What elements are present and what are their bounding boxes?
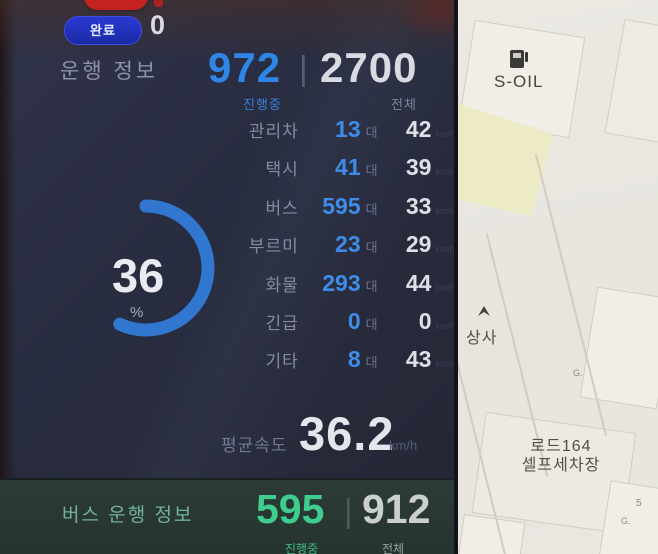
count-unit: 대 bbox=[365, 240, 378, 256]
count-unit: 대 bbox=[365, 163, 378, 179]
bus-operation-section: 버스 운행 정보 595 | 912 진행중 전체 bbox=[0, 478, 454, 554]
table-row: 부르미 23 대 29 km/h bbox=[203, 231, 455, 269]
map-canvas[interactable]: S-OIL 상사 로드164 셀프세차장 G. 5 G. bbox=[458, 0, 658, 554]
count-unit: 대 bbox=[365, 278, 378, 294]
map-tiny-label: G. bbox=[573, 368, 583, 378]
vehicle-speed: 29 bbox=[405, 231, 432, 258]
gauge-arc-icon bbox=[113, 199, 215, 337]
vehicle-speed: 44 bbox=[405, 269, 432, 296]
company-marker-icon bbox=[478, 306, 490, 316]
count-unit: 대 bbox=[365, 201, 378, 217]
gas-station-icon bbox=[510, 50, 528, 68]
divider: | bbox=[299, 50, 309, 88]
done-count: 0 bbox=[150, 10, 166, 40]
speed-unit: km/h bbox=[435, 205, 455, 216]
vehicle-speed: 0 bbox=[418, 307, 432, 334]
poi-company: 상사 bbox=[466, 330, 498, 347]
table-row: 관리차 13 대 42 km/h bbox=[203, 116, 455, 154]
vehicle-count: 0 bbox=[347, 307, 361, 334]
vehicle-speed: 39 bbox=[405, 154, 432, 181]
vehicle-type-label: 화물 bbox=[265, 275, 299, 295]
vehicle-stats-table: 관리차 13 대 42 km/h 택시 41 대 39 km/h 버스 595 … bbox=[203, 116, 455, 385]
table-row: 화물 293 대 44 km/h bbox=[203, 270, 455, 308]
speed-unit: km/h bbox=[435, 359, 455, 370]
vehicle-count: 293 bbox=[322, 269, 361, 296]
operation-in-progress-count: 972 bbox=[208, 44, 282, 91]
operation-info-title: 운행 정보 bbox=[60, 60, 159, 83]
vehicle-type-label: 택시 bbox=[265, 160, 299, 180]
gauge-value: 36 bbox=[112, 249, 165, 302]
map-tiny-label: 5 bbox=[636, 498, 642, 509]
in-progress-label: 진행중 bbox=[243, 97, 282, 112]
vehicle-type-label: 부르미 bbox=[248, 237, 299, 257]
table-row: 버스 595 대 33 km/h bbox=[203, 193, 455, 231]
vehicle-type-label: 버스 bbox=[265, 198, 299, 218]
map-building bbox=[604, 18, 658, 146]
avg-speed-unit: km/h bbox=[389, 438, 418, 453]
vehicle-type-label: 관리차 bbox=[248, 122, 299, 141]
vehicle-type-label: 기타 bbox=[265, 352, 299, 372]
vehicle-speed: 33 bbox=[405, 192, 432, 219]
operation-panel: 완료 0 운행 정보 972 | 2700 진행중 전체 관리차 13 대 42… bbox=[0, 0, 455, 554]
speed-unit: km/h bbox=[435, 282, 455, 293]
bus-info-title: 버스 운행 정보 bbox=[62, 505, 194, 526]
vehicle-type-label: 긴급 bbox=[265, 313, 299, 333]
vehicle-count: 23 bbox=[335, 231, 361, 258]
poi-gas-station: S-OIL bbox=[494, 72, 544, 91]
operation-total-count: 2700 bbox=[320, 44, 418, 91]
progress-gauge: 36 % bbox=[86, 180, 236, 360]
table-row: 기타 8 대 43 km/h bbox=[203, 346, 455, 384]
bus-in-progress-count: 595 bbox=[256, 486, 325, 532]
vehicle-count: 595 bbox=[322, 192, 361, 219]
vehicle-count: 13 bbox=[335, 116, 361, 142]
vehicle-count: 8 bbox=[347, 346, 361, 373]
count-unit: 대 bbox=[365, 316, 378, 332]
speed-unit: km/h bbox=[435, 167, 455, 178]
poi-carwash-line2: 셀프세차장 bbox=[521, 457, 601, 474]
vehicle-count: 41 bbox=[335, 154, 361, 181]
done-badge[interactable]: 완료 bbox=[64, 16, 142, 45]
status-badge-red[interactable] bbox=[84, 0, 148, 10]
divider: | bbox=[344, 492, 353, 529]
map-building bbox=[579, 286, 658, 410]
poi-carwash: 로드164 셀프세차장 bbox=[506, 437, 616, 475]
poi-carwash-line1: 로드164 bbox=[530, 438, 592, 455]
map-building bbox=[458, 513, 526, 554]
count-unit: 대 bbox=[365, 355, 378, 371]
table-row: 택시 41 대 39 km/h bbox=[203, 154, 455, 192]
avg-speed-value: 36.2 bbox=[299, 407, 395, 460]
map-tiny-label: G. bbox=[621, 516, 631, 526]
in-progress-label: 진행중 bbox=[285, 542, 319, 554]
speed-unit: km/h bbox=[435, 244, 455, 255]
speed-unit: km/h bbox=[435, 129, 455, 139]
vehicle-speed: 43 bbox=[405, 346, 432, 373]
speed-unit: km/h bbox=[435, 320, 455, 331]
table-row: 긴급 0 대 0 km/h bbox=[203, 308, 455, 346]
status-badge-red-fragment bbox=[154, 0, 163, 7]
bus-total-count: 912 bbox=[362, 486, 431, 532]
total-label: 전체 bbox=[382, 542, 405, 554]
avg-speed-label: 평균속도 bbox=[221, 436, 288, 455]
total-label: 전체 bbox=[391, 97, 417, 112]
count-unit: 대 bbox=[365, 125, 378, 140]
vehicle-speed: 42 bbox=[405, 116, 432, 142]
gauge-unit: % bbox=[130, 304, 144, 321]
